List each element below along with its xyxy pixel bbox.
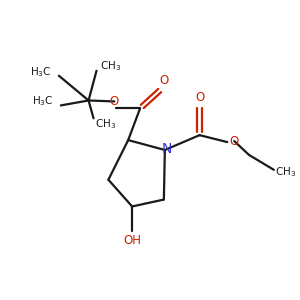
Text: N: N: [162, 142, 172, 156]
Text: H$_3$C: H$_3$C: [30, 65, 52, 79]
Text: CH$_3$: CH$_3$: [100, 59, 121, 73]
Text: O: O: [110, 95, 119, 108]
Text: CH$_3$: CH$_3$: [275, 165, 296, 179]
Text: H$_3$C: H$_3$C: [32, 94, 54, 108]
Text: O: O: [195, 91, 204, 104]
Text: OH: OH: [123, 234, 141, 247]
Text: O: O: [230, 135, 239, 148]
Text: CH$_3$: CH$_3$: [95, 117, 116, 131]
Text: O: O: [159, 74, 169, 87]
